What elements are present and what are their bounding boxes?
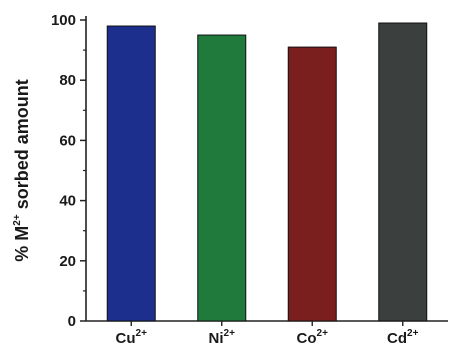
- y-axis-ticks: 0 20 40 60 80 100: [51, 12, 86, 330]
- x-tick-label: Co2+: [297, 328, 329, 347]
- y-tick-label: 20: [59, 253, 76, 270]
- y-tick-label: 40: [59, 193, 76, 210]
- bar-ni: [197, 34, 247, 322]
- y-tick-label: 0: [68, 313, 76, 330]
- x-tick-label: Cd2+: [387, 328, 419, 347]
- x-tick-label: Cu2+: [116, 328, 148, 347]
- y-tick-label: 60: [59, 132, 76, 149]
- y-tick-label: 100: [51, 12, 76, 29]
- y-axis-title: % M2+ sorbed amount: [12, 79, 32, 261]
- bars: [106, 22, 428, 322]
- bar-cd: [378, 22, 428, 322]
- x-tick-label: Ni2+: [209, 328, 236, 347]
- y-tick-label: 80: [59, 72, 76, 89]
- bar-cu: [106, 25, 156, 322]
- bar-co: [287, 46, 337, 322]
- x-axis-labels: Cu2+ Ni2+ Co2+ Cd2+: [116, 321, 419, 347]
